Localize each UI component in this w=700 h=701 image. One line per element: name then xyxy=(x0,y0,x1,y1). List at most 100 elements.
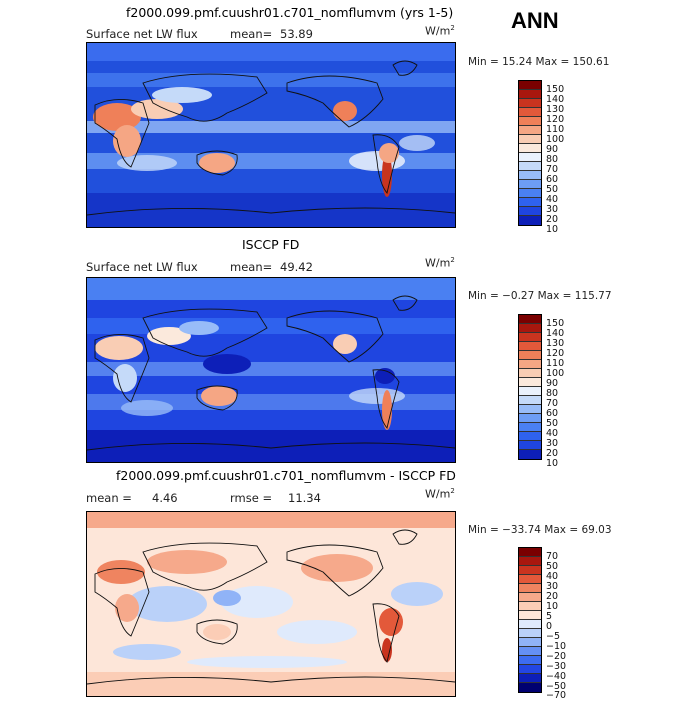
cbar-seg xyxy=(519,405,541,414)
cbar-seg xyxy=(519,342,541,351)
cbar-seg xyxy=(519,629,541,638)
cbar-seg xyxy=(519,333,541,342)
cbar-seg xyxy=(519,171,541,180)
cbar-seg xyxy=(519,90,541,99)
panel1-cbar-label: 60 xyxy=(546,174,559,185)
panel3-cbar-label: 20 xyxy=(546,591,559,602)
panel1-cbar-label: 100 xyxy=(546,134,565,145)
cbar-seg xyxy=(519,656,541,665)
panel1-cbar-label: 20 xyxy=(546,214,559,225)
panel2-cbar-label: 20 xyxy=(546,448,559,459)
panel3-cbar-label: −5 xyxy=(546,631,561,642)
panel1-cbar-label: 10 xyxy=(546,224,559,235)
panel3-cbar-label: 5 xyxy=(546,611,553,622)
panel3-colorbar xyxy=(518,547,542,693)
panel1-cbar-label: 130 xyxy=(546,104,565,115)
panel1-mean-label: mean= xyxy=(230,27,273,41)
panel3-cbar-label: 10 xyxy=(546,601,559,612)
panel3-map-svg xyxy=(87,512,455,696)
cbar-seg xyxy=(519,135,541,144)
panel1-minmax: Min = 15.24 Max = 150.61 xyxy=(468,56,610,68)
panel3-cbar-label: −70 xyxy=(546,690,567,701)
panel3-units: W/m2 xyxy=(425,487,455,501)
panel3-cbar-label: −40 xyxy=(546,671,567,682)
cbar-seg xyxy=(519,414,541,423)
cbar-seg xyxy=(519,216,541,225)
cbar-seg xyxy=(519,638,541,647)
panel2-cbar-label: 50 xyxy=(546,418,559,429)
panel3-cbar-label: 30 xyxy=(546,581,559,592)
cbar-seg xyxy=(519,81,541,90)
season-label: ANN xyxy=(511,8,559,33)
panel3-cbar-label: −10 xyxy=(546,641,567,652)
panel2-cbar-label: 80 xyxy=(546,388,559,399)
panel2-title: ISCCP FD xyxy=(242,237,300,252)
panel3-minmax: Min = −33.74 Max = 69.03 xyxy=(468,524,612,536)
panel1-units: W/m2 xyxy=(425,24,455,38)
cbar-seg xyxy=(519,432,541,441)
cbar-seg xyxy=(519,593,541,602)
panel1-cbar-label: 50 xyxy=(546,184,559,195)
panel2-cbar-label: 70 xyxy=(546,398,559,409)
cbar-seg xyxy=(519,108,541,117)
coastlines xyxy=(87,60,455,216)
panel1-cbar-label: 30 xyxy=(546,204,559,215)
panel2-cbar-label: 140 xyxy=(546,328,565,339)
panel1-colorbar xyxy=(518,80,542,226)
cbar-seg xyxy=(519,620,541,629)
cbar-seg xyxy=(519,180,541,189)
panel3-rmse-label: rmse = xyxy=(230,491,273,505)
cbar-seg xyxy=(519,396,541,405)
cbar-seg xyxy=(519,153,541,162)
cbar-seg xyxy=(519,360,541,369)
panel2-field-name: Surface net LW flux xyxy=(86,260,198,274)
panel1-cbar-label: 90 xyxy=(546,144,559,155)
panel2-cbar-label: 30 xyxy=(546,438,559,449)
panel2-minmax: Min = −0.27 Max = 115.77 xyxy=(468,290,612,302)
panel3-rmse-value: 11.34 xyxy=(288,491,321,505)
cbar-seg xyxy=(519,674,541,683)
panel1-cbar-label: 120 xyxy=(546,114,565,125)
cbar-seg xyxy=(519,647,541,656)
cbar-seg xyxy=(519,351,541,360)
panel1-cbar-label: 70 xyxy=(546,164,559,175)
cbar-seg xyxy=(519,324,541,333)
cbar-seg xyxy=(519,378,541,387)
coastlines xyxy=(87,295,455,451)
panel1-field-name: Surface net LW flux xyxy=(86,27,198,41)
cbar-seg xyxy=(519,548,541,557)
cbar-seg xyxy=(519,99,541,108)
cbar-seg xyxy=(519,584,541,593)
panel2-cbar-label: 100 xyxy=(546,368,565,379)
cbar-seg xyxy=(519,144,541,153)
cbar-seg xyxy=(519,665,541,674)
panel3-title: f2000.099.pmf.cuushr01.c701_nomflumvm - … xyxy=(116,468,456,483)
panel2-colorbar xyxy=(518,314,542,460)
panel2-cbar-label: 120 xyxy=(546,348,565,359)
panel3-cbar-label: −30 xyxy=(546,661,567,672)
panel3-cbar-label: 0 xyxy=(546,621,553,632)
cbar-seg xyxy=(519,207,541,216)
cbar-seg xyxy=(519,441,541,450)
panel1-map-svg xyxy=(87,43,455,227)
panel2-mean-value: 49.42 xyxy=(280,260,313,274)
panel2-map-svg xyxy=(87,278,455,462)
panel3-map xyxy=(86,511,456,697)
cbar-seg xyxy=(519,162,541,171)
panel3-cbar-label: 70 xyxy=(546,551,559,562)
cbar-seg xyxy=(519,198,541,207)
panel1-mean-value: 53.89 xyxy=(280,27,313,41)
panel3-cbar-label: 50 xyxy=(546,561,559,572)
panel2-cbar-label: 10 xyxy=(546,458,559,469)
panel2-map xyxy=(86,277,456,463)
panel2-cbar-label: 60 xyxy=(546,408,559,419)
panel1-cbar-label: 150 xyxy=(546,84,565,95)
panel2-mean-label: mean= xyxy=(230,260,273,274)
panel1-cbar-label: 40 xyxy=(546,194,559,205)
cbar-seg xyxy=(519,450,541,459)
coastlines xyxy=(87,529,455,685)
cbar-seg xyxy=(519,189,541,198)
panel3-mean-value: 4.46 xyxy=(152,491,178,505)
panel2-units: W/m2 xyxy=(425,256,455,270)
panel3-cbar-label: −50 xyxy=(546,681,567,692)
